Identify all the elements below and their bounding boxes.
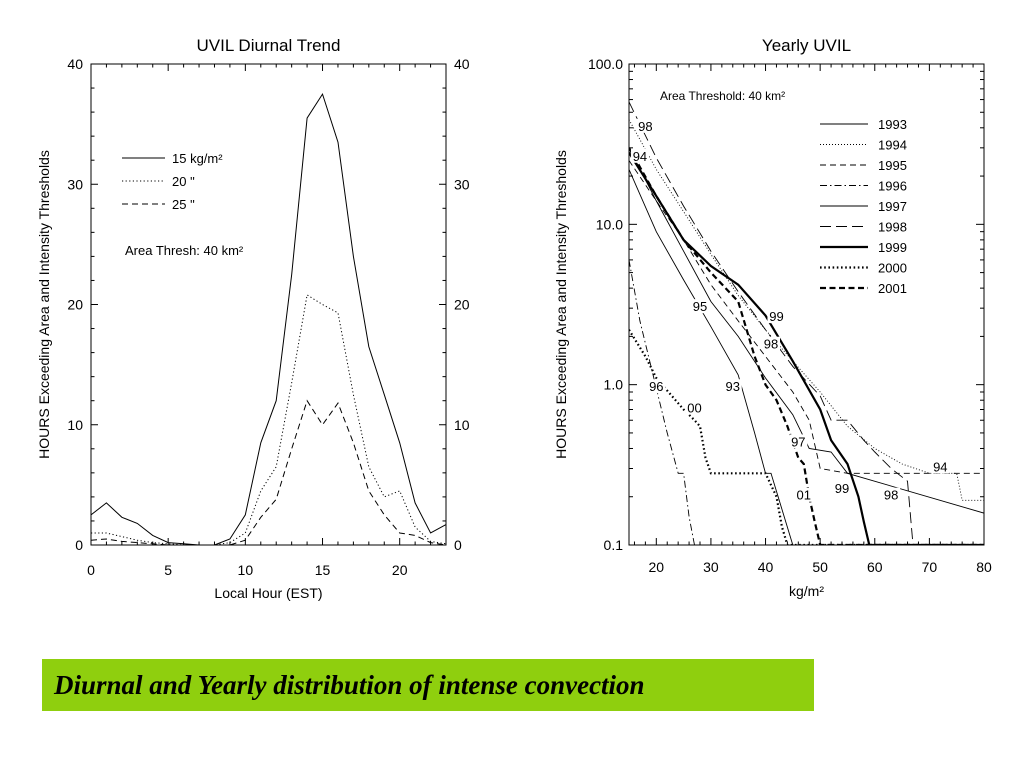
chart-title: UVIL Diurnal Trend [197,36,341,55]
caption-text: Diurnal and Yearly distribution of inten… [54,669,645,700]
x-tick-label: 15 [315,562,331,578]
curve-label-bg [767,309,786,324]
y-tick-label: 40 [67,56,83,72]
curve-label-bg [794,487,813,502]
series-line-1993 [629,169,984,545]
curve-label-bg [723,379,742,394]
plot-frame [90,63,447,546]
curve-label: 98 [638,119,652,134]
y-tick-label-right: 10 [454,417,470,433]
curve-label-bg [685,400,704,415]
y-tick-label: 1.0 [604,377,624,393]
y-tick-label: 10.0 [596,216,623,232]
curve-label: 98 [884,488,898,503]
yearly-uvil-chart: Yearly UVIL kg/m² HOURS Exceeding Area and… [553,36,992,599]
curve-label: 94 [633,149,647,164]
y-axis-label: HOURS Exceeding Area and Intensity Thres… [36,150,52,459]
legend-label-1994: 1994 [878,138,907,153]
series-line-1999 [629,152,984,545]
y-tick-label: 30 [67,176,83,192]
x-tick-label: 20 [649,559,665,575]
curve-label: 95 [693,299,707,314]
series-line-1997 [629,147,984,514]
y-tick-label-right: 0 [454,537,462,553]
curve-label-bg [931,459,950,474]
curve-label-bg [691,299,709,314]
y-tick-label: 20 [67,297,83,313]
diurnal-series-line-1 [90,92,447,546]
legend-label-2: 20 " [172,174,195,189]
curve-label: 00 [687,401,701,416]
legend-label-2001: 2001 [878,281,907,296]
legend-label-1993: 1993 [878,117,907,132]
x-tick-label: 40 [758,559,774,575]
caption-banner: Diurnal and Yearly distribution of inten… [42,659,814,711]
series-line-1994 [629,119,984,501]
y-tick-label: 100.0 [588,56,623,72]
area-threshold-annotation: Area Thresh: 40 km² [125,243,244,258]
legend-label-1997: 1997 [878,199,907,214]
y-tick-label-right: 30 [454,176,470,192]
legend-label-1996: 1996 [878,179,907,194]
curve-label: 99 [835,481,849,496]
x-tick-label: 50 [812,559,828,575]
curve-label: 96 [649,379,663,394]
chart-title: Yearly UVIL [762,36,851,55]
y-tick-label-right: 40 [454,56,470,72]
series-line-2000 [629,329,984,545]
diurnal-trend-chart: UVIL Diurnal Trend Local Hour (EST) HOURS … [36,36,470,601]
series-line-2001 [629,147,984,545]
curve-label-bg [636,118,655,133]
curve-label: 97 [791,434,805,449]
legend-label-1999: 1999 [878,240,907,255]
x-axis-label: kg/m² [789,583,824,599]
x-tick-label: 60 [867,559,883,575]
curve-label: 01 [797,488,811,503]
legend-label-1998: 1998 [878,220,907,235]
curve-label-bg [647,379,666,394]
curve-label-bg [630,148,649,163]
curve-label: 93 [726,379,740,394]
area-threshold-annotation: Area Threshold: 40 km² [660,89,785,103]
x-tick-label: 10 [238,562,254,578]
x-tick-label: 5 [164,562,172,578]
y-tick-label: 0.1 [604,537,624,553]
x-tick-label: 0 [87,562,95,578]
x-tick-label: 70 [922,559,938,575]
y-tick-label: 0 [75,537,83,553]
curve-label: 99 [769,309,783,324]
x-tick-label: 80 [976,559,992,575]
legend-label-2000: 2000 [878,261,907,276]
legend-label-1995: 1995 [878,158,907,173]
diurnal-series-line-3 [90,399,447,546]
curve-label: 98 [764,337,778,352]
series-line-1996 [629,259,984,545]
curve-label-bg [789,434,808,449]
curve-label-bg [762,336,780,351]
y-axis-label: HOURS Exceeding Area and Intensity Thres… [553,150,569,459]
y-tick-label: 10 [67,417,83,433]
x-tick-label: 20 [392,562,408,578]
x-tick-label: 30 [703,559,719,575]
legend-label-3: 25 " [172,197,195,212]
curve-label-bg [833,481,851,496]
series-lines [629,101,984,545]
x-axis-label: Local Hour (EST) [214,585,322,601]
curve-label-bg [882,487,901,502]
curve-label: 94 [933,460,947,475]
legend-label-1: 15 kg/m² [172,151,223,166]
series-line-1998 [629,101,984,545]
y-tick-label-right: 20 [454,297,470,313]
